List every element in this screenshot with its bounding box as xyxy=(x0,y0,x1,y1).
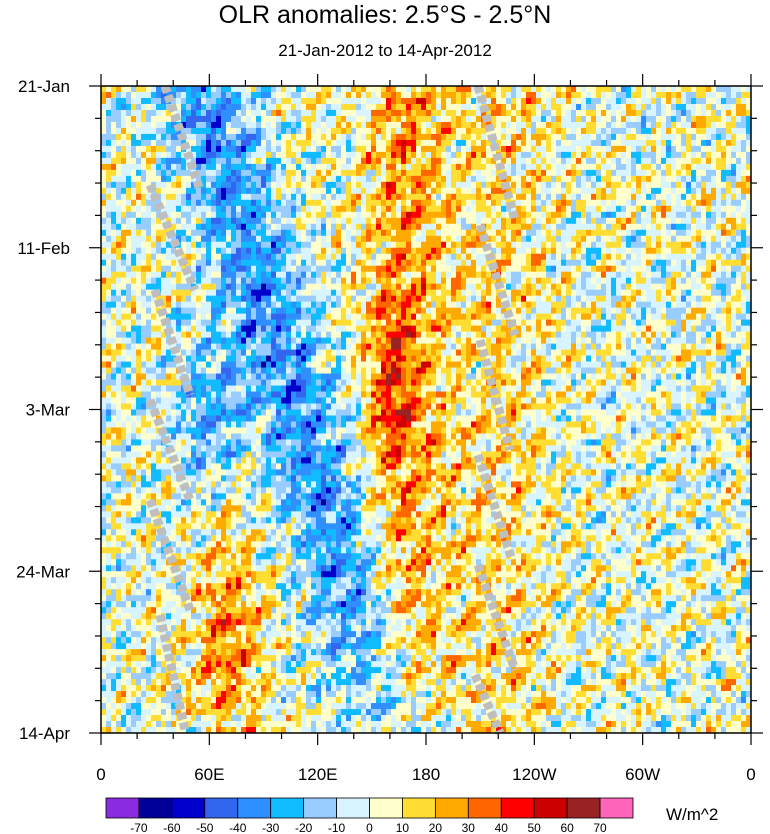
colorbar-label: 30 xyxy=(462,821,476,834)
colorbar-label: 10 xyxy=(396,821,410,834)
colorbar-swatch xyxy=(139,798,172,818)
x-tick-label: 120E xyxy=(298,765,338,784)
x-tick-label: 180 xyxy=(412,765,440,784)
x-tick-label: 60W xyxy=(625,765,660,784)
colorbar-swatch xyxy=(370,798,403,818)
x-tick-label: 60E xyxy=(194,765,224,784)
colorbar-swatch xyxy=(402,798,435,818)
colorbar-label: 60 xyxy=(560,821,574,834)
colorbar-swatch xyxy=(501,798,534,818)
colorbar-swatch xyxy=(468,798,501,818)
colorbar-swatch xyxy=(534,798,567,818)
y-tick-label: 21-Jan xyxy=(18,77,70,96)
colorbar-swatch xyxy=(106,798,139,818)
colorbar-label: 0 xyxy=(366,821,373,834)
colorbar-swatch xyxy=(238,798,271,818)
x-tick-label: 0 xyxy=(746,765,755,784)
y-tick-label: 14-Apr xyxy=(19,724,70,743)
colorbar-label: -10 xyxy=(328,821,346,834)
x-tick-label: 0 xyxy=(96,765,105,784)
colorbar-label: 20 xyxy=(429,821,443,834)
colorbar-label: -40 xyxy=(229,821,247,834)
colorbar-swatch xyxy=(435,798,468,818)
colorbar-label: -60 xyxy=(163,821,181,834)
colorbar-swatch xyxy=(205,798,238,818)
colorbar-label: 40 xyxy=(495,821,509,834)
colorbar-swatch xyxy=(567,798,600,818)
colorbar-units: W/m^2 xyxy=(666,805,718,824)
colorbar-label: -70 xyxy=(130,821,148,834)
colorbar-label: 50 xyxy=(528,821,542,834)
colorbar-swatch xyxy=(600,798,633,818)
y-tick-label: 24-Mar xyxy=(16,562,70,581)
colorbar-label: 70 xyxy=(593,821,607,834)
colorbar-swatch xyxy=(304,798,337,818)
colorbar-swatch xyxy=(172,798,205,818)
colorbar: -70 -60 -50 -40 -30 -20 -10 0 10 20 30 40 50 60 70 xyxy=(106,798,633,834)
colorbar-label: -50 xyxy=(196,821,214,834)
colorbar-label: -20 xyxy=(295,821,313,834)
x-tick-label: 120W xyxy=(512,765,556,784)
chart-canvas: 21-Jan 11-Feb 3-Mar 24-Mar 14-Apr 0 60E 120E 18… xyxy=(0,0,770,834)
colorbar-swatch xyxy=(337,798,370,818)
colorbar-label: -30 xyxy=(262,821,280,834)
colorbar-swatch xyxy=(271,798,304,818)
anomaly-field xyxy=(101,86,751,733)
y-tick-label: 11-Feb xyxy=(17,239,70,258)
y-tick-label: 3-Mar xyxy=(26,401,71,420)
